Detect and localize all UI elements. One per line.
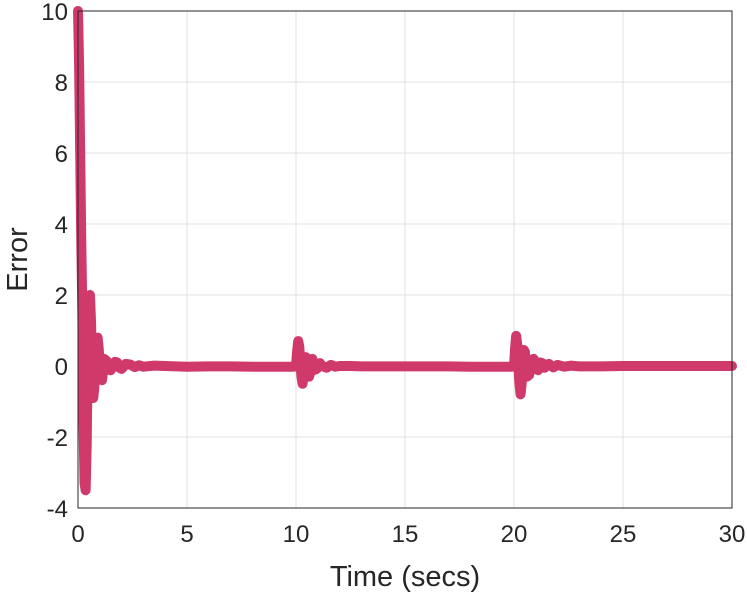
y-tick-label: 8 (55, 70, 68, 97)
x-tick-label: 30 (719, 521, 746, 548)
y-tick-label: 6 (55, 141, 68, 168)
x-tick-label: 5 (180, 521, 193, 548)
x-axis-label: Time (secs) (330, 561, 480, 593)
y-tick-label: -2 (47, 425, 68, 452)
y-tick-label: 10 (41, 0, 68, 26)
x-tick-label: 20 (501, 521, 528, 548)
y-tick-label: 2 (55, 283, 68, 310)
y-axis-label: Error (2, 227, 34, 292)
y-tick-label: 4 (55, 212, 68, 239)
x-tick-label: 10 (283, 521, 310, 548)
y-tick-label: 0 (55, 354, 68, 381)
error-series-line (73, 6, 737, 496)
tick-labels: 0 5 10 15 20 25 30 -4 -2 0 2 4 6 8 10 (41, 0, 745, 548)
series-lines (73, 6, 737, 496)
plot-frame (77, 10, 733, 509)
x-tick-label: 15 (392, 521, 419, 548)
grid-lines (77, 10, 733, 509)
x-tick-label: 0 (71, 521, 84, 548)
x-tick-label: 25 (610, 521, 637, 548)
y-tick-label: -4 (47, 496, 68, 523)
